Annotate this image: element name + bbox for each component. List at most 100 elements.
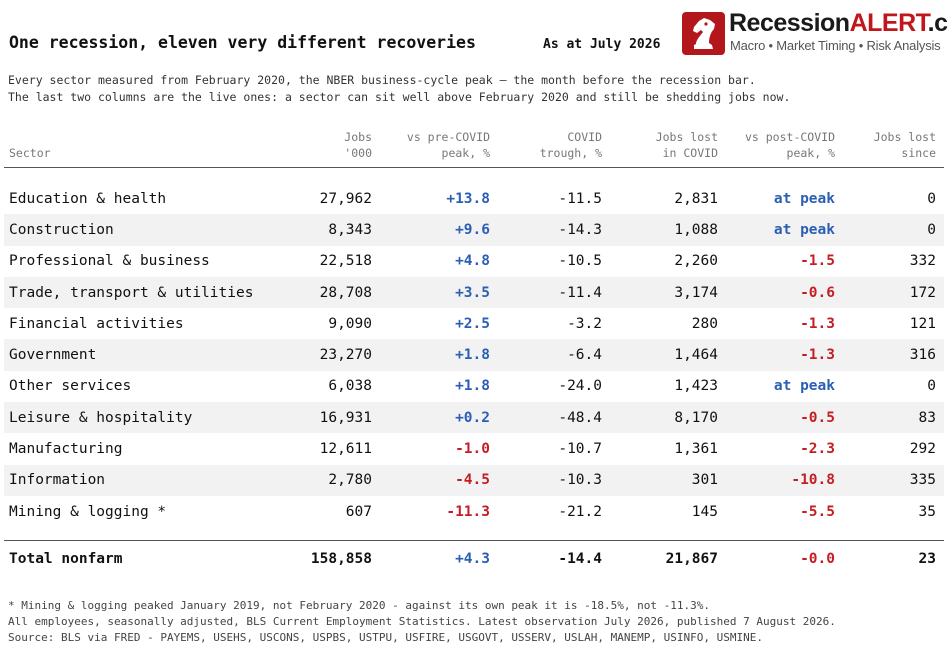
- cell-jobs-lost-covid: 1,088: [674, 221, 718, 238]
- cell-covid-trough: -11.5: [558, 190, 602, 207]
- cell-covid-trough: -24.0: [558, 378, 602, 395]
- table-header: Sector Jobs '000 vs pre-COVID peak, % CO…: [4, 127, 944, 168]
- footnote-source: Source: BLS via FRED - PAYEMS, USEHS, US…: [8, 631, 763, 644]
- cell-sector: Mining & logging *: [9, 503, 167, 520]
- table-row: Other services 6,038 +1.8 -24.0 1,423 at…: [4, 371, 944, 402]
- cell-vs-post-covid: -2.3: [800, 441, 835, 458]
- cell-jobs-lost-since: 35: [918, 503, 936, 520]
- cell-sector: Information: [9, 472, 106, 489]
- cell-jobs-lost-since: 121: [909, 315, 936, 332]
- cell-jobs-lost-since: 335: [909, 472, 936, 489]
- cell-jobs: 607: [345, 503, 372, 520]
- cell-covid-trough: -48.4: [558, 409, 602, 426]
- footnote-methodology: All employees, seasonally adjusted, BLS …: [8, 615, 836, 628]
- cell-sector: Professional & business: [9, 253, 210, 270]
- table-row: Manufacturing 12,611 -1.0 -10.7 1,361 -2…: [4, 433, 944, 464]
- logo-wordmark: RecessionALERT.com: [729, 9, 948, 37]
- cell-vs-post-covid: -1.5: [800, 253, 835, 270]
- table-row: Financial activities 9,090 +2.5 -3.2 280…: [4, 308, 944, 339]
- cell-jobs-lost-covid: 145: [691, 503, 718, 520]
- cell-jobs: 16,931: [319, 409, 372, 426]
- cell-vs-pre-covid: -11.3: [446, 503, 490, 520]
- footnotes: * Mining & logging peaked January 2019, …: [8, 598, 836, 646]
- cell-jobs-lost-covid: 301: [691, 472, 718, 489]
- cell-vs-post-covid: -10.8: [791, 472, 835, 489]
- cell-vs-pre-covid: +9.6: [455, 221, 490, 238]
- table-row: Information 2,780 -4.5 -10.3 301 -10.8 3…: [4, 464, 944, 496]
- cell-vs-post-covid: -1.3: [800, 315, 835, 332]
- col-header-jobs-lost-covid: Jobs lost in COVID: [655, 130, 718, 160]
- table-row: Professional & business 22,518 +4.8 -10.…: [4, 246, 944, 277]
- logo-tagline: Macro • Market Timing • Risk Analysis: [730, 38, 941, 53]
- cell-covid-trough: -10.5: [558, 253, 602, 270]
- cell-jobs-lost-covid: 2,831: [674, 190, 718, 207]
- cell-jobs-lost-covid: 3,174: [674, 284, 718, 301]
- cell-jobs-lost-covid: 1,464: [674, 347, 718, 364]
- footnote-mining: * Mining & logging peaked January 2019, …: [8, 599, 710, 612]
- cell-vs-pre-covid: -1.0: [455, 441, 490, 458]
- col-header-vs-pre-covid: vs pre-COVID peak, %: [406, 130, 490, 160]
- cell-sector: Manufacturing: [9, 441, 123, 458]
- cell-covid-trough: -10.3: [558, 472, 602, 489]
- cell-vs-pre-covid: +1.8: [455, 378, 490, 395]
- cell-covid-trough: -11.4: [558, 284, 602, 301]
- cell-jobs: 8,343: [328, 221, 372, 238]
- table-row: Construction 8,343 +9.6 -14.3 1,088 at p…: [4, 214, 944, 246]
- cell-covid-trough: -6.4: [567, 347, 602, 364]
- sector-table: Sector Jobs '000 vs pre-COVID peak, % CO…: [4, 127, 944, 567]
- table-row: Education & health 27,962 +13.8 -11.5 2,…: [4, 183, 944, 214]
- cell-covid-trough: -21.2: [558, 503, 602, 520]
- cell-jobs-lost-covid: 2,260: [674, 253, 718, 270]
- cell-jobs-lost-covid: 1,423: [674, 378, 718, 395]
- cell-sector: Government: [9, 347, 97, 364]
- cell-jobs: 28,708: [319, 284, 372, 301]
- cell-covid-trough: -14.4: [558, 551, 602, 567]
- cell-vs-pre-covid: +4.3: [455, 551, 490, 567]
- cell-vs-post-covid: at peak: [773, 190, 835, 207]
- cell-sector: Leisure & hospitality: [9, 409, 193, 426]
- cell-jobs-lost-covid: 21,867: [665, 551, 718, 567]
- cell-vs-post-covid: at peak: [773, 378, 835, 395]
- col-header-jobs: Jobs '000: [344, 130, 372, 160]
- cell-jobs: 23,270: [319, 347, 372, 364]
- cell-jobs: 158,858: [310, 551, 372, 567]
- col-header-vs-post-covid: vs post-COVID peak, %: [744, 130, 835, 160]
- cell-vs-post-covid: -0.6: [800, 284, 835, 301]
- col-header-covid-trough: COVID trough, %: [539, 130, 602, 160]
- cell-vs-post-covid: -0.0: [800, 551, 835, 567]
- cell-jobs: 22,518: [319, 253, 372, 270]
- cell-vs-post-covid: at peak: [773, 221, 835, 238]
- cell-jobs-lost-since: 23: [918, 551, 936, 567]
- cell-jobs: 27,962: [319, 190, 372, 207]
- cell-covid-trough: -14.3: [558, 221, 602, 238]
- cell-vs-pre-covid: +13.8: [446, 190, 490, 207]
- cell-sector: Total nonfarm: [9, 551, 123, 567]
- cell-vs-post-covid: -0.5: [800, 409, 835, 426]
- cell-jobs-lost-since: 0: [927, 221, 936, 238]
- cell-jobs-lost-since: 0: [927, 378, 936, 395]
- cell-jobs-lost-since: 292: [909, 441, 936, 458]
- recessionalert-logo[interactable]: RecessionALERT.com Macro • Market Timing…: [682, 9, 948, 56]
- cell-jobs-lost-since: 316: [909, 347, 936, 364]
- cell-jobs-lost-since: 172: [909, 284, 936, 301]
- cell-jobs: 9,090: [328, 315, 372, 332]
- page-title: One recession, eleven very different rec…: [9, 33, 476, 52]
- cell-jobs-lost-since: 83: [918, 409, 936, 426]
- cell-vs-pre-covid: -4.5: [455, 472, 490, 489]
- subtitle: Every sector measured from February 2020…: [8, 72, 790, 106]
- total-divider: [4, 540, 944, 541]
- cell-jobs-lost-covid: 280: [691, 315, 718, 332]
- cell-jobs-lost-since: 0: [927, 190, 936, 207]
- knight-chess-icon: [682, 12, 725, 55]
- cell-vs-pre-covid: +3.5: [455, 284, 490, 301]
- cell-jobs-lost-covid: 8,170: [674, 409, 718, 426]
- table-row: Leisure & hospitality 16,931 +0.2 -48.4 …: [4, 402, 944, 434]
- table-body: Education & health 27,962 +13.8 -11.5 2,…: [4, 183, 944, 527]
- cell-sector: Other services: [9, 378, 132, 395]
- cell-jobs-lost-since: 332: [909, 253, 936, 270]
- cell-sector: Construction: [9, 221, 114, 238]
- cell-jobs-lost-covid: 1,361: [674, 441, 718, 458]
- col-header-jobs-lost-since: Jobs lost since: [873, 130, 936, 160]
- table-row: Government 23,270 +1.8 -6.4 1,464 -1.3 3…: [4, 339, 944, 371]
- cell-jobs: 2,780: [328, 472, 372, 489]
